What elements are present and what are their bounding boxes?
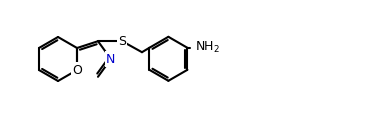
Text: NH$_2$: NH$_2$ (195, 40, 221, 55)
Text: N: N (106, 53, 116, 66)
Text: O: O (72, 64, 82, 77)
Text: S: S (118, 35, 126, 48)
